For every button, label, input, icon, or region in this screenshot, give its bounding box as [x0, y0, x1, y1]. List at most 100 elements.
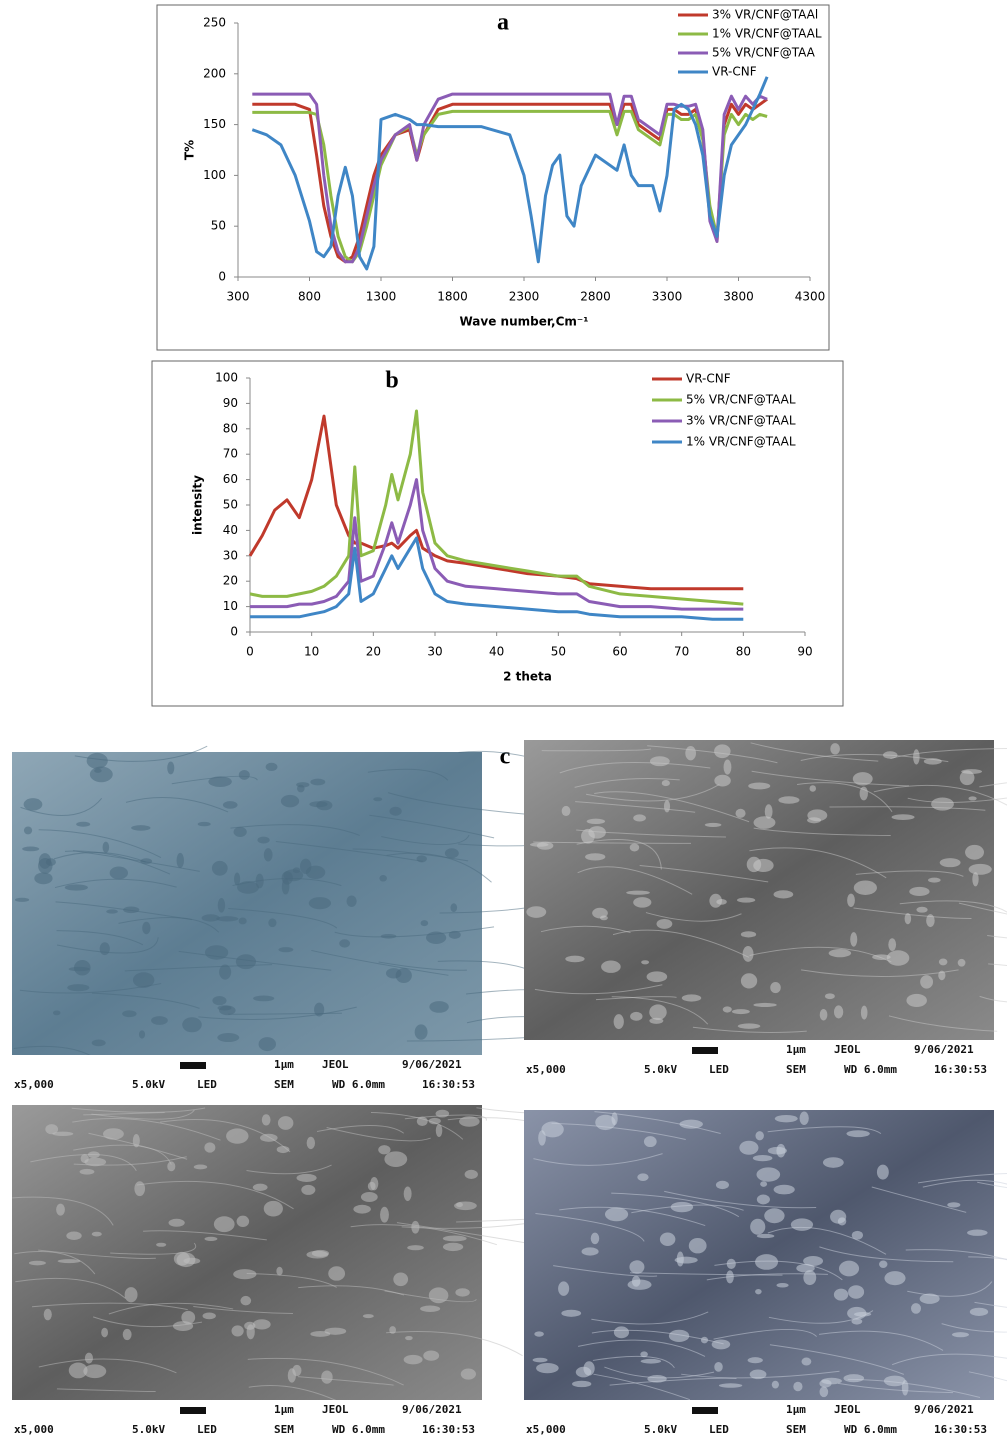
sem-texture [714, 744, 731, 759]
sem-fiber [611, 996, 709, 1025]
sem-working-distance: WD 6.0mm [844, 1063, 897, 1076]
sem-texture [756, 1194, 770, 1205]
sem-texture [883, 1375, 906, 1387]
sem-texture [959, 770, 975, 786]
y-tick-label: 90 [223, 396, 238, 410]
sem-texture [216, 916, 239, 922]
sem-texture [212, 995, 227, 1006]
sem-texture [296, 1173, 317, 1182]
sem-fiber [917, 1173, 1007, 1184]
sem-working-distance: WD 6.0mm [332, 1078, 385, 1091]
sem-texture [89, 766, 113, 783]
sem-texture [715, 1180, 729, 1190]
sem-texture [586, 818, 606, 825]
sem-fiber [198, 1006, 357, 1021]
sem-texture [968, 796, 977, 801]
y-tick-label: 10 [223, 599, 238, 613]
sem-texture [23, 798, 43, 811]
sem-fiber [604, 1366, 715, 1379]
sem-texture [420, 920, 429, 927]
sem-magnification: x5,000 [526, 1423, 566, 1436]
sem-texture [321, 1370, 333, 1384]
sem-fiber [12, 1196, 114, 1226]
sem-texture [395, 968, 412, 984]
sem-texture [182, 1017, 202, 1033]
sem-texture [460, 1368, 476, 1380]
sem-texture [197, 821, 211, 827]
sem-texture [947, 1202, 961, 1208]
sem-info-bar [12, 1055, 482, 1095]
sem-working-distance: WD 6.0mm [332, 1423, 385, 1436]
panel-frame [151, 360, 844, 707]
sem-fiber [125, 796, 229, 813]
sem-texture [860, 1005, 868, 1020]
sem-texture [641, 960, 650, 965]
data-line [251, 76, 769, 271]
sem-texture [590, 1232, 600, 1245]
sem-texture [714, 1361, 723, 1372]
sem-fiber [629, 1272, 783, 1276]
sem-texture [204, 1236, 218, 1241]
sem-fiber [979, 782, 1007, 788]
sem-texture [526, 906, 547, 918]
sem-fiber [553, 1265, 658, 1277]
sem-detector: LED [709, 1063, 729, 1076]
sem-texture [748, 782, 771, 790]
sem-texture [801, 1357, 812, 1366]
sem-texture [558, 1281, 570, 1296]
sem-fiber [609, 1377, 737, 1386]
sem-fiber [559, 762, 711, 774]
sem-texture [793, 1381, 803, 1392]
sem-texture [287, 1368, 296, 1383]
legend-label: 5% VR/CNF@TAA [712, 46, 816, 60]
sem-texture [764, 804, 773, 819]
sem-fiber [88, 1132, 188, 1160]
sem-texture [28, 1260, 46, 1266]
sem-texture [102, 841, 110, 853]
x-tick-label: 10 [304, 645, 319, 659]
sem-fiber [749, 847, 887, 879]
sem-texture [122, 1010, 137, 1018]
sem-fiber [749, 946, 892, 963]
sem-texture [714, 774, 731, 787]
sem-fiber [56, 1388, 156, 1393]
data-line [252, 92, 768, 264]
sem-texture [378, 1145, 391, 1155]
sem-texture [442, 1242, 464, 1252]
sem-fiber [54, 878, 177, 889]
chart-title: a [497, 10, 509, 36]
sem-texture [538, 1130, 546, 1146]
sem-fiber [73, 850, 200, 872]
sem-fiber [574, 777, 680, 788]
x-tick-label: 90 [797, 645, 812, 659]
sem-fiber [171, 775, 258, 785]
sem-texture [138, 1030, 146, 1039]
sem-texture [384, 1151, 408, 1167]
sem-texture [536, 1363, 559, 1374]
sem-texture [561, 805, 571, 817]
sem-texture [310, 1331, 331, 1337]
sem-texture [167, 761, 175, 775]
sem-texture [876, 1164, 889, 1180]
sem-fiber [439, 907, 526, 914]
sem-fiber [968, 1256, 1007, 1260]
sem-texture [742, 945, 754, 962]
sem-texture [217, 898, 226, 913]
sem-fiber [819, 1246, 954, 1263]
sem-texture [238, 770, 250, 780]
sem-texture [423, 1350, 440, 1361]
sem-fiber [71, 1107, 206, 1113]
sem-texture [685, 746, 696, 761]
sem-detector: LED [709, 1423, 729, 1436]
sem-texture [700, 1336, 709, 1344]
sem-texture [656, 918, 673, 929]
sem-texture [853, 880, 877, 895]
sem-texture [919, 1293, 940, 1304]
sem-texture [213, 1216, 235, 1233]
sem-texture [904, 912, 912, 925]
sem-date: 9/06/2021 [402, 1058, 462, 1071]
sem-texture [328, 1266, 346, 1281]
sem-fiber [713, 1328, 817, 1340]
y-tick-label: 40 [223, 523, 238, 537]
